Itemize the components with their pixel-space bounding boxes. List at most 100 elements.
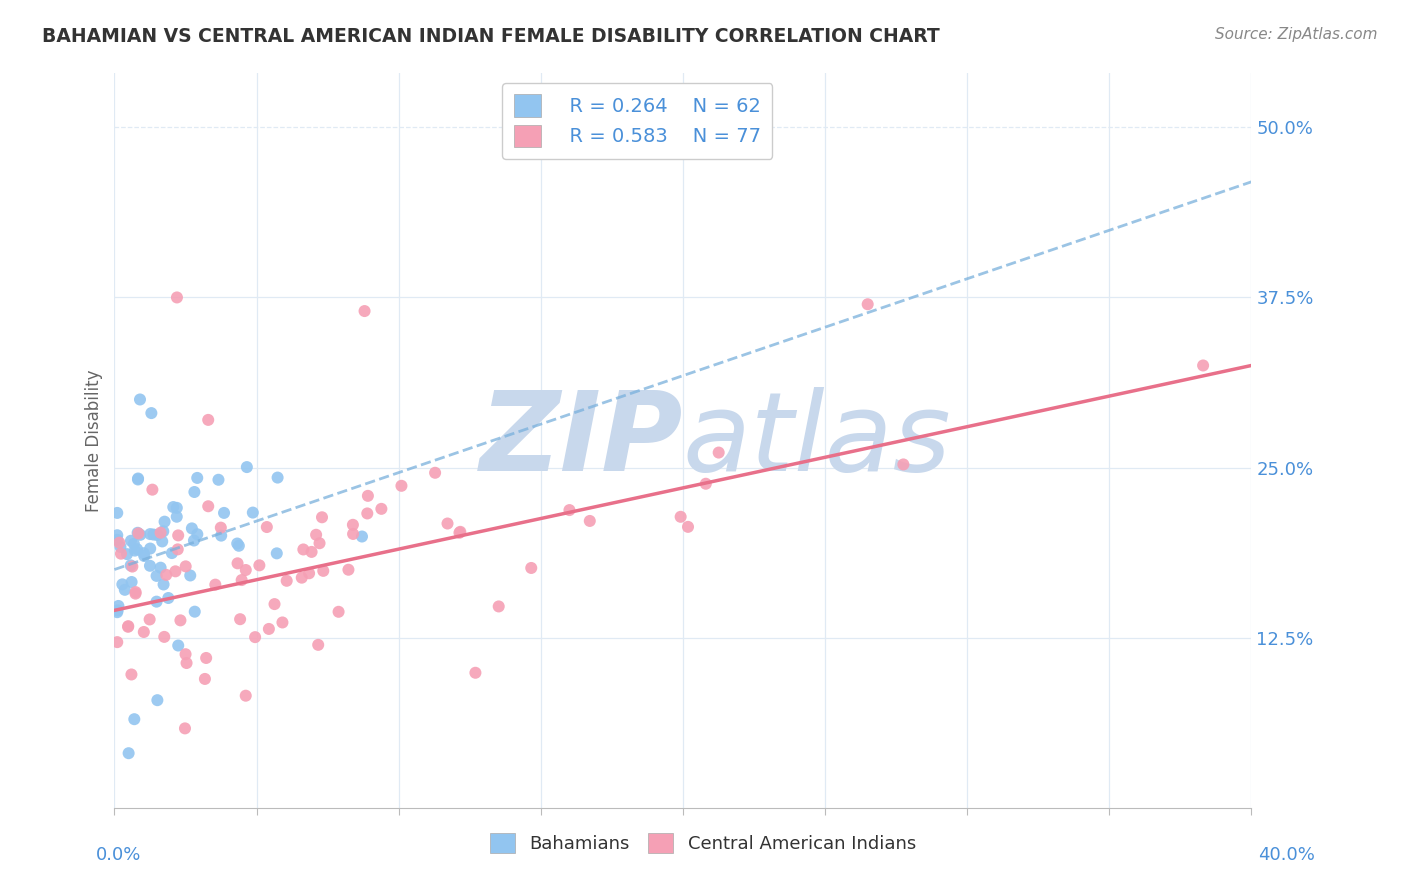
Point — [105, 506, 128, 520]
Point — [342, 527, 364, 541]
Text: 0.0%: 0.0% — [96, 846, 141, 863]
Point — [114, 582, 136, 597]
Point — [167, 639, 190, 653]
Point — [105, 528, 128, 542]
Point — [117, 746, 139, 760]
Point — [197, 500, 219, 514]
Point — [138, 612, 160, 626]
Point — [122, 537, 145, 551]
Point — [228, 539, 250, 553]
Point — [107, 603, 129, 617]
Point — [578, 514, 600, 528]
Point — [152, 524, 174, 539]
Legend:   R = 0.264    N = 62,   R = 0.583    N = 77: R = 0.264 N = 62, R = 0.583 N = 77 — [502, 83, 772, 159]
Point — [129, 528, 152, 542]
Text: Source: ZipAtlas.com: Source: ZipAtlas.com — [1215, 27, 1378, 42]
Point — [174, 722, 197, 736]
Point — [263, 597, 285, 611]
Point — [298, 566, 321, 581]
Point — [121, 574, 143, 589]
Point — [271, 615, 294, 630]
Point — [105, 635, 128, 649]
Point — [229, 612, 252, 626]
Point — [149, 525, 172, 540]
Point — [235, 689, 257, 703]
Point — [488, 599, 510, 614]
Point — [121, 559, 143, 574]
Point — [166, 542, 188, 557]
Point — [1192, 359, 1215, 373]
Point — [174, 647, 197, 661]
Point — [292, 542, 315, 557]
Point — [167, 528, 190, 542]
Point — [311, 510, 333, 524]
Point — [256, 520, 278, 534]
Point — [231, 573, 253, 587]
Point — [125, 542, 148, 557]
Point — [124, 586, 146, 600]
Point — [139, 558, 162, 573]
Point — [110, 540, 132, 554]
Point — [150, 534, 173, 549]
Point — [127, 525, 149, 540]
Point — [291, 571, 314, 585]
Point — [120, 667, 142, 681]
Point — [195, 651, 218, 665]
Point — [153, 630, 176, 644]
Point — [194, 672, 217, 686]
Point — [139, 541, 162, 556]
Point — [165, 565, 187, 579]
Point — [183, 485, 205, 500]
Point — [242, 506, 264, 520]
Point — [166, 290, 188, 304]
Point — [105, 605, 128, 619]
Text: ZIP: ZIP — [479, 387, 683, 494]
Point — [166, 500, 188, 515]
Point — [146, 693, 169, 707]
Point — [464, 665, 486, 680]
Point — [111, 577, 134, 591]
Point — [328, 605, 350, 619]
Point — [184, 605, 207, 619]
Point — [449, 524, 471, 539]
Point — [127, 471, 149, 485]
Point — [207, 473, 229, 487]
Point — [893, 458, 915, 472]
Point — [145, 594, 167, 608]
Point — [423, 466, 446, 480]
Point — [132, 546, 155, 560]
Point — [141, 483, 163, 497]
Point — [110, 547, 132, 561]
Point — [449, 525, 471, 540]
Point — [350, 529, 373, 543]
Point — [152, 577, 174, 591]
Point — [127, 526, 149, 541]
Point — [226, 536, 249, 550]
Point — [247, 558, 270, 573]
Point — [186, 527, 208, 541]
Point — [176, 656, 198, 670]
Point — [105, 533, 128, 547]
Point — [276, 574, 298, 588]
Point — [669, 509, 692, 524]
Point — [153, 515, 176, 529]
Point — [157, 591, 180, 605]
Point — [162, 500, 184, 514]
Point — [436, 516, 458, 531]
Point — [145, 569, 167, 583]
Point — [179, 568, 201, 582]
Point — [183, 533, 205, 548]
Point — [357, 489, 380, 503]
Point — [124, 585, 146, 599]
Point — [107, 599, 129, 613]
Point — [676, 520, 699, 534]
Point — [120, 558, 142, 573]
Point — [305, 528, 328, 542]
Y-axis label: Female Disability: Female Disability — [86, 369, 103, 511]
Point — [257, 622, 280, 636]
Point — [226, 557, 249, 571]
Point — [149, 560, 172, 574]
Point — [115, 547, 138, 561]
Text: 40.0%: 40.0% — [1258, 846, 1315, 863]
Point — [266, 470, 288, 484]
